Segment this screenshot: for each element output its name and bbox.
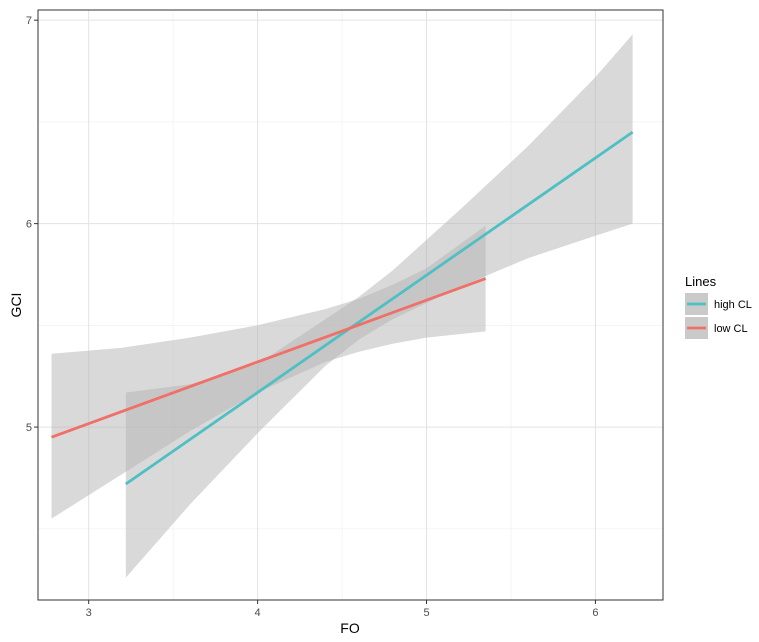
x-tick-label: 6 [592, 607, 598, 619]
confidence-bands [51, 34, 633, 578]
plot-border [37, 9, 664, 601]
y-tick-label: 7 [26, 15, 32, 27]
x-axis-ticks: 3 4 5 6 [86, 600, 598, 619]
legend-label-low-cl: low CL [714, 323, 748, 335]
y-tick-label: 5 [26, 422, 32, 434]
x-tick-label: 4 [255, 607, 261, 619]
legend-title: Lines [685, 274, 717, 289]
series-line-high-cl [125, 130, 634, 486]
series-line-low-cl [51, 277, 487, 439]
y-tick-label: 6 [26, 219, 32, 231]
y-axis-ticks: 5 6 7 [26, 15, 38, 434]
x-tick-label: 3 [86, 607, 92, 619]
confidence-band-low-cl [51, 225, 486, 519]
y-axis-title: GCI [8, 293, 24, 318]
x-axis-title: FO [340, 620, 360, 636]
legend: Lines high CL low CL [685, 274, 752, 339]
legend-label-high-cl: high CL [714, 299, 752, 311]
x-tick-label: 5 [423, 607, 429, 619]
series-lines [51, 130, 634, 486]
